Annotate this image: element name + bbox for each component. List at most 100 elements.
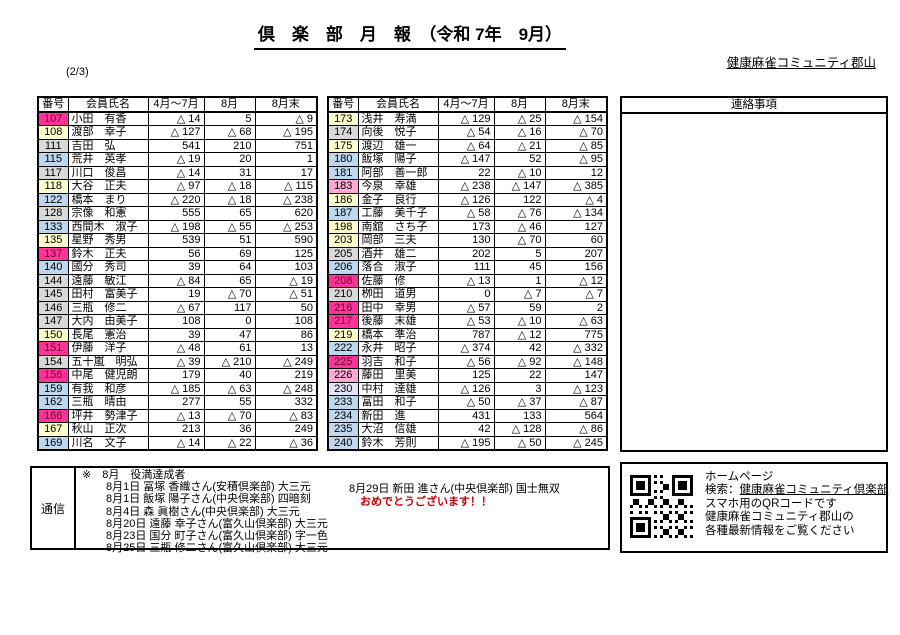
- score-apr-jul: 277: [147, 395, 205, 410]
- member-row-118: 118 大谷 正夫 △ 97 △ 18 △ 115: [37, 179, 318, 194]
- score-apr-jul: △ 54: [437, 125, 495, 140]
- member-row-167: 167 秋山 正次 213 36 249: [37, 422, 318, 437]
- member-name: 三瓶 晴由: [67, 395, 149, 410]
- score-aug: 133: [493, 408, 546, 423]
- member-row-154: 154 五十嵐 明弘 △ 39 △ 210 △ 249: [37, 354, 318, 369]
- member-number: 219: [327, 327, 359, 342]
- score-apr-jul: 539: [147, 233, 205, 248]
- member-number: 183: [327, 179, 359, 194]
- col-header-name: 会員氏名: [67, 96, 149, 113]
- score-aug: △ 25: [493, 111, 546, 126]
- score-apr-jul: △ 14: [147, 165, 205, 180]
- score-aug: 69: [203, 246, 256, 261]
- member-row-208: 208 佐藤 修 △ 13 1 △ 12: [327, 273, 608, 288]
- member-number: 205: [327, 246, 359, 261]
- score-apr-jul: 19: [147, 287, 205, 302]
- member-number: 147: [37, 314, 69, 329]
- achievement-line-extra: 8月29日 新田 進さん(中央倶楽部) 国士無双: [349, 483, 560, 495]
- member-name: 川口 俊昌: [67, 165, 149, 180]
- score-aug: △ 10: [493, 165, 546, 180]
- member-name: 今泉 幸雄: [357, 179, 439, 194]
- score-aug-end: △ 249: [254, 354, 318, 369]
- member-row-151: 151 伊藤 洋子 △ 48 61 13: [37, 341, 318, 356]
- member-row-226: 226 藤田 里美 125 22 147: [327, 368, 608, 383]
- page-title: 倶 楽 部 月 報 （令和 7年 9月）: [253, 20, 567, 50]
- score-aug-end: △ 9: [254, 111, 318, 126]
- member-number: 235: [327, 422, 359, 437]
- member-row-128: 128 宗像 和憲 555 65 620: [37, 206, 318, 221]
- member-name: 橋本 まり: [67, 192, 149, 207]
- score-aug: △ 18: [203, 179, 256, 194]
- member-number: 150: [37, 327, 69, 342]
- member-number: 128: [37, 206, 69, 221]
- score-aug-end: 249: [254, 422, 318, 437]
- score-aug: 45: [493, 260, 546, 275]
- score-apr-jul: △ 127: [147, 125, 205, 140]
- member-row-186: 186 金子 良行 △ 126 122 △ 4: [327, 192, 608, 207]
- member-name: 田中 幸男: [357, 300, 439, 315]
- member-name: 遠藤 敏江: [67, 273, 149, 288]
- member-row-135: 135 星野 秀男 539 51 590: [37, 233, 318, 248]
- member-name: 落合 淑子: [357, 260, 439, 275]
- score-aug-end: △ 238: [254, 192, 318, 207]
- member-row-173: 173 浅井 寿満 △ 129 △ 25 △ 154: [327, 111, 608, 126]
- score-apr-jul: △ 58: [437, 206, 495, 221]
- score-aug: △ 147: [493, 179, 546, 194]
- achievement-line: 8月20日 遠藤 幸子さん(富久山倶楽部) 大三元: [106, 517, 328, 530]
- member-name: 向後 悦子: [357, 125, 439, 140]
- col-header-aug: 8月: [203, 96, 256, 113]
- member-name: 冨田 和子: [357, 395, 439, 410]
- score-apr-jul: △ 14: [147, 111, 205, 126]
- score-aug-end: 564: [544, 408, 608, 423]
- score-aug: △ 7: [493, 287, 546, 302]
- score-apr-jul: 555: [147, 206, 205, 221]
- member-number: 133: [37, 219, 69, 234]
- score-aug-end: △ 87: [544, 395, 608, 410]
- member-name: 小田 有香: [67, 111, 149, 126]
- score-apr-jul: 202: [437, 246, 495, 261]
- score-aug-end: △ 12: [544, 273, 608, 288]
- score-aug-end: △ 7: [544, 287, 608, 302]
- score-apr-jul: △ 48: [147, 341, 205, 356]
- score-apr-jul: △ 50: [437, 395, 495, 410]
- member-row-150: 150 長尾 憲治 39 47 86: [37, 327, 318, 342]
- member-number: 162: [37, 395, 69, 410]
- search-link: 健康麻雀コミュニティ倶楽部: [739, 484, 889, 497]
- member-name: 藤田 里美: [357, 368, 439, 383]
- member-number: 166: [37, 408, 69, 423]
- col-header-name: 会員氏名: [357, 96, 439, 113]
- score-aug: 65: [203, 206, 256, 221]
- member-number: 156: [37, 368, 69, 383]
- member-row-217: 217 後藤 末雄 △ 53 △ 10 △ 63: [327, 314, 608, 329]
- member-row-235: 235 大沼 信雄 42 △ 128 △ 86: [327, 422, 608, 437]
- score-aug-end: 103: [254, 260, 318, 275]
- notes-panel: 連絡事項: [620, 96, 888, 452]
- member-number: 222: [327, 341, 359, 356]
- score-aug-end: △ 95: [544, 152, 608, 167]
- member-number: 115: [37, 152, 69, 167]
- score-aug-end: △ 83: [254, 408, 318, 423]
- score-apr-jul: 22: [437, 165, 495, 180]
- score-aug: 5: [203, 111, 256, 126]
- score-apr-jul: 0: [437, 287, 495, 302]
- member-row-183: 183 今泉 幸雄 △ 238 △ 147 △ 385: [327, 179, 608, 194]
- score-apr-jul: 787: [437, 327, 495, 342]
- score-apr-jul: △ 238: [437, 179, 495, 194]
- member-number: 230: [327, 381, 359, 396]
- member-name: 橋本 準治: [357, 327, 439, 342]
- score-apr-jul: △ 39: [147, 354, 205, 369]
- member-row-146: 146 三瓶 修二 △ 67 117 50: [37, 300, 318, 315]
- member-name: 南舘 さち子: [357, 219, 439, 234]
- member-number: 108: [37, 125, 69, 140]
- score-aug: △ 63: [203, 381, 256, 396]
- achievement-line: 8月1日 冨塚 香織さん(安積倶楽部) 大三元: [106, 481, 311, 494]
- member-number: 225: [327, 354, 359, 369]
- member-row-166: 166 坪井 勢津子 △ 13 △ 70 △ 83: [37, 408, 318, 423]
- member-name: 鈴木 正夫: [67, 246, 149, 261]
- score-aug: △ 55: [203, 219, 256, 234]
- score-aug-end: △ 245: [544, 435, 608, 451]
- score-apr-jul: △ 129: [437, 111, 495, 126]
- member-number: 187: [327, 206, 359, 221]
- col-header-number: 番号: [327, 96, 359, 113]
- score-aug-end: 60: [544, 233, 608, 248]
